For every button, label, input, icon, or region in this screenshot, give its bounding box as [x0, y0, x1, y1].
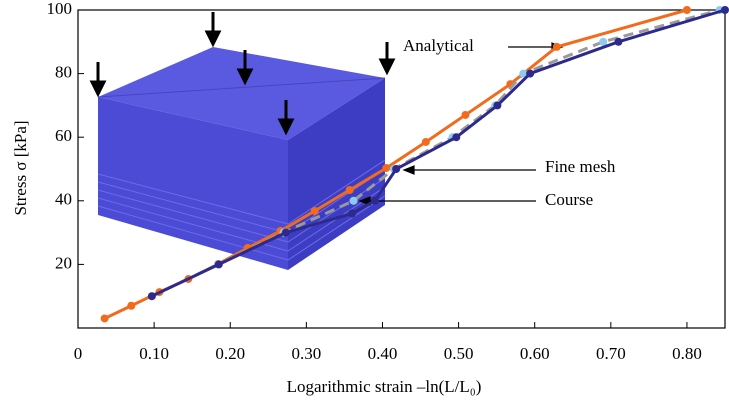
- data-point: [614, 37, 623, 46]
- y-tick-label: 60: [55, 126, 72, 145]
- data-point: [461, 110, 470, 119]
- data-point: [370, 196, 379, 205]
- x-axis-label: Logarithmic strain –ln(L/L₀): [287, 377, 482, 396]
- x-tick-label: 0: [74, 344, 83, 363]
- inset-block: [89, 12, 396, 270]
- data-point: [682, 6, 691, 14]
- x-tick-label: 0.70: [596, 344, 626, 363]
- x-tick-label: 0.20: [215, 344, 245, 363]
- data-point: [552, 42, 561, 51]
- data-point: [281, 228, 290, 237]
- annotation: Course: [545, 190, 593, 209]
- data-point: [127, 301, 136, 310]
- data-point: [452, 133, 461, 142]
- data-point: [519, 69, 528, 78]
- data-point: [310, 206, 319, 215]
- data-point: [147, 292, 156, 301]
- plot-frame: [77, 9, 726, 329]
- y-axis-label: Stress σ [kPa]: [11, 120, 30, 215]
- x-tick-label: 0.40: [368, 344, 398, 363]
- block-top: [98, 47, 385, 140]
- data-point: [392, 165, 401, 173]
- x-tick-label: 0.10: [139, 344, 169, 363]
- annotation: Fine mesh: [545, 157, 616, 176]
- y-tick-label: 40: [55, 190, 72, 209]
- x-tick-label: 0.80: [672, 344, 702, 363]
- block-edge: [97, 77, 386, 98]
- data-point: [382, 164, 391, 173]
- annotation: Analytical: [403, 36, 474, 55]
- data-point: [421, 137, 430, 146]
- x-tick-label: 0.60: [520, 344, 550, 363]
- data-point: [493, 101, 502, 110]
- y-tick-label: 20: [55, 253, 72, 272]
- data-point: [100, 314, 109, 323]
- data-point: [721, 6, 729, 14]
- data-point: [526, 69, 535, 78]
- data-point: [214, 260, 223, 269]
- block-front: [98, 97, 288, 270]
- data-point: [348, 209, 357, 218]
- block-side: [288, 78, 385, 270]
- x-tick-label: 0.50: [444, 344, 474, 363]
- x-tick-label: 0.30: [291, 344, 321, 363]
- y-tick-label: 80: [55, 63, 72, 82]
- y-tick-label: 100: [47, 0, 73, 18]
- data-point: [345, 185, 354, 194]
- data-point: [599, 37, 608, 46]
- load-arrows: [89, 12, 396, 136]
- data-point: [349, 196, 358, 205]
